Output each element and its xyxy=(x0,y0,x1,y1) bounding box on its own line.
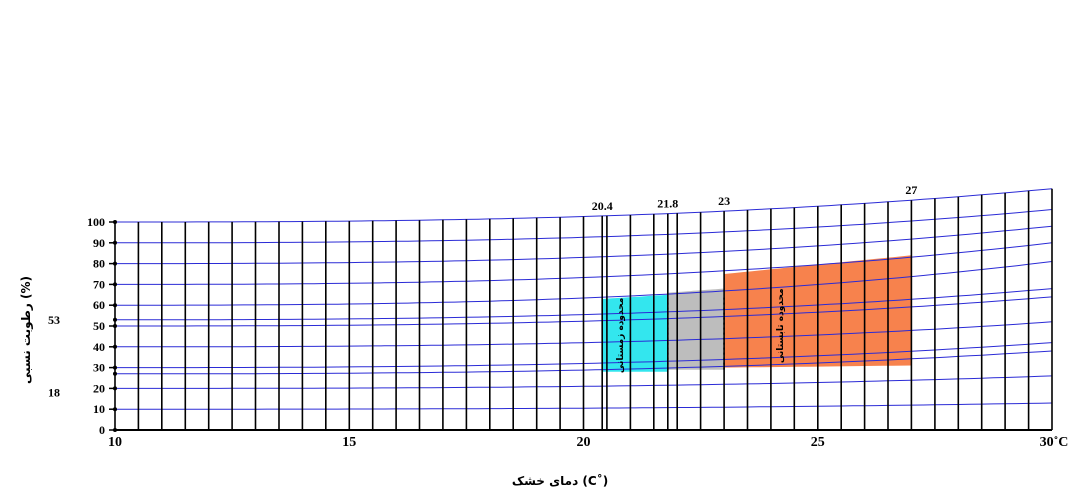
x-axis-title: دمای خشک (C˚) xyxy=(512,473,608,488)
zone-2 xyxy=(667,288,725,370)
x-tick-label: 20 xyxy=(577,435,591,450)
y-annotation: 53 xyxy=(48,313,60,327)
dry-bulb-lines xyxy=(113,188,1053,432)
rh-curve-endpoint xyxy=(113,371,117,376)
x-tick-label: 15 xyxy=(342,435,356,450)
y-annotation: 18 xyxy=(48,386,60,400)
y-tick-label: 80 xyxy=(93,257,105,271)
zone-labels: محدوده زمستانی محدوده تابستانی xyxy=(616,288,786,373)
x-tick-label: 25 xyxy=(811,435,825,450)
y-tick-label: 40 xyxy=(93,340,105,354)
x-annotation: 27 xyxy=(905,183,917,197)
x-annotation: 20.4 xyxy=(592,199,613,213)
x-tick-label: 10 xyxy=(108,435,122,450)
y-axis-title: رطوبت نسبی (%) xyxy=(19,276,34,384)
y-tick-label: 50 xyxy=(93,319,105,333)
zone-label-3: محدوده تابستانی xyxy=(776,288,786,363)
annotations: 20.4 21.8 23 27 53 18 xyxy=(48,183,917,399)
x-annotation: 23 xyxy=(718,194,730,208)
y-tick-label: 90 xyxy=(93,236,105,250)
zone-1 xyxy=(602,294,668,372)
y-tick-label: 10 xyxy=(93,402,105,416)
y-tick-label: 30 xyxy=(93,361,105,375)
y-tick-label: 20 xyxy=(93,381,105,395)
zone-label-1: محدوده زمستانی xyxy=(616,298,626,373)
y-tick-label: 60 xyxy=(93,298,105,312)
x-end-label: 30˚C xyxy=(1040,435,1069,450)
y-tick-label: 70 xyxy=(93,277,105,291)
y-tick-label: 100 xyxy=(87,215,105,229)
x-annotation: 21.8 xyxy=(657,197,678,211)
y-tick-label: 0 xyxy=(99,423,105,437)
rh-curve-endpoint xyxy=(113,317,117,322)
